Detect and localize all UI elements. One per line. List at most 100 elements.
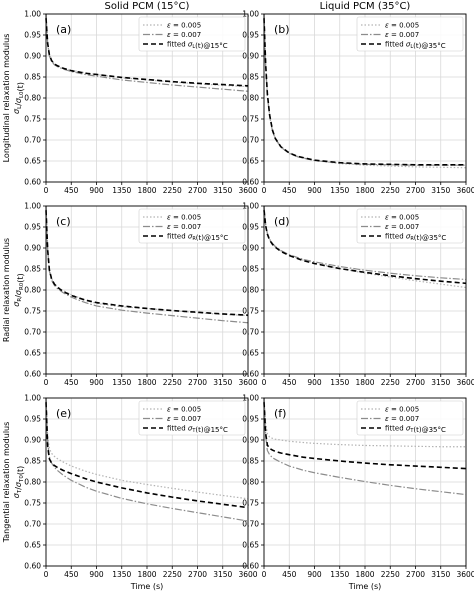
x-tick-label: 2250 — [163, 186, 182, 195]
y-tick-label: 0.95 — [242, 223, 259, 232]
legend-label: ε = 0.007 — [385, 31, 419, 39]
y-tick-label: 1.00 — [24, 394, 41, 403]
x-tick-label: 0 — [262, 570, 267, 579]
y-tick-label: 0.65 — [24, 157, 41, 166]
x-tick-label: 1350 — [330, 570, 349, 579]
legend-label: ε = 0.007 — [385, 415, 419, 423]
y-tick-label: 0.75 — [24, 115, 41, 124]
panel-c: 0 450 900 1350 1800 2250 2700 3150 36000.600.650… — [24, 202, 257, 387]
series-line-eps007 — [45, 205, 249, 324]
legend-box — [138, 16, 246, 52]
y-tick-label: 0.80 — [242, 94, 259, 103]
series-line-fitted — [263, 210, 467, 285]
y-tick-label: 1.00 — [242, 10, 259, 19]
x-tick-label: 450 — [64, 570, 79, 579]
y-tick-label: 0.80 — [24, 478, 41, 487]
panel-d: 0 450 900 1350 1800 2250 2700 3150 3600 0.60 0.65 0… — [242, 202, 474, 387]
x-tick-label: 450 — [282, 570, 297, 579]
legend-box — [138, 208, 246, 244]
series-line-fitted — [45, 210, 249, 316]
y-tick-label: 0.60 — [24, 370, 41, 379]
legend-label: ε = 0.005 — [167, 22, 201, 30]
x-tick-label: 450 — [64, 186, 79, 195]
series-line-eps007 — [45, 397, 249, 522]
legend-label: fitted σT(t)@35°C — [385, 425, 446, 435]
y-tick-label: 0.70 — [242, 136, 259, 145]
x-tick-label: 3600 — [456, 186, 474, 195]
y-tick-label: 0.60 — [24, 178, 41, 187]
y-tick-label: 0.90 — [24, 436, 41, 445]
legend-label: ε = 0.007 — [167, 31, 201, 39]
panel-letter: (c) — [56, 215, 71, 228]
row-ylabel-symbol: σR/σR0(t) — [12, 273, 25, 306]
x-tick-label: 1350 — [112, 186, 131, 195]
y-tick-label: 0.90 — [242, 244, 259, 253]
x-tick-label: 2250 — [381, 378, 400, 387]
panel-letter: (a) — [56, 23, 71, 36]
x-tick-label: 3150 — [213, 570, 232, 579]
x-tick-label: 450 — [282, 378, 297, 387]
panel-letter: (b) — [274, 23, 290, 36]
y-tick-label: 0.75 — [242, 307, 259, 316]
y-tick-label: 0.65 — [242, 157, 259, 166]
series-line-fitted — [45, 18, 249, 87]
column-title: Liquid PCM (35°C) — [320, 1, 411, 12]
y-tick-label: 0.95 — [24, 415, 41, 424]
y-tick-label: 0.70 — [24, 136, 41, 145]
panel-letter: (f) — [274, 407, 286, 420]
legend-label: ε = 0.007 — [167, 223, 201, 231]
x-tick-label: 2700 — [188, 378, 207, 387]
x-tick-label: 2700 — [406, 378, 425, 387]
row-ylabel-symbol: σT/σT0(t) — [12, 466, 25, 498]
x-tick-label: 900 — [307, 570, 322, 579]
y-tick-label: 0.70 — [242, 328, 259, 337]
legend-label: fitted σR(t)@35°C — [385, 233, 446, 243]
x-tick-label: 450 — [64, 378, 79, 387]
y-tick-label: 0.60 — [24, 562, 41, 571]
series-line-fitted — [45, 402, 249, 509]
y-tick-label: 0.85 — [242, 457, 259, 466]
x-tick-label: 1350 — [330, 186, 349, 195]
legend-label: ε = 0.005 — [385, 406, 419, 414]
column-title: Solid PCM (15°C) — [105, 1, 190, 12]
legend-label: ε = 0.005 — [167, 214, 201, 222]
x-tick-label: 450 — [282, 186, 297, 195]
legend-label: ε = 0.005 — [167, 406, 201, 414]
y-tick-label: 0.85 — [242, 73, 259, 82]
legend-box — [356, 16, 464, 52]
series-line-eps005 — [45, 397, 249, 500]
x-tick-label: 0 — [44, 378, 49, 387]
x-axis-label: Time (s) — [348, 582, 382, 591]
panel-letter: (e) — [56, 407, 71, 420]
y-tick-label: 0.80 — [242, 286, 259, 295]
x-tick-label: 1800 — [355, 378, 374, 387]
x-tick-label: 1800 — [137, 378, 156, 387]
legend-label: ε = 0.005 — [385, 214, 419, 222]
legend-label: fitted σT(t)@15°C — [167, 425, 228, 435]
y-tick-label: 0.85 — [24, 265, 41, 274]
x-tick-label: 2250 — [381, 570, 400, 579]
legend-box — [356, 208, 464, 244]
x-tick-label: 0 — [262, 378, 267, 387]
y-tick-label: 0.60 — [242, 370, 259, 379]
y-tick-label: 1.00 — [24, 202, 41, 211]
series-line-eps005 — [263, 397, 466, 448]
series-line-fitted — [263, 402, 467, 470]
x-tick-label: 2700 — [406, 186, 425, 195]
x-tick-label: 1800 — [355, 570, 374, 579]
y-tick-label: 0.65 — [24, 541, 41, 550]
x-tick-label: 2700 — [188, 186, 207, 195]
y-tick-label: 0.80 — [242, 478, 259, 487]
legend-box — [138, 400, 246, 436]
x-tick-label: 3600 — [238, 186, 257, 195]
y-tick-label: 0.60 — [242, 178, 259, 187]
x-tick-label: 1800 — [355, 186, 374, 195]
series-line-eps007 — [263, 397, 467, 496]
panel-a: 0 450 900 1350 1800 2250 2700 3150 36000.600.650… — [24, 10, 257, 195]
y-tick-label: 0.65 — [242, 349, 259, 358]
row-ylabel: Radial relaxation modulus — [2, 238, 11, 342]
y-tick-label: 0.95 — [24, 31, 41, 40]
y-tick-label: 0.90 — [24, 52, 41, 61]
row-ylabel-symbol: σL/σL0(t) — [12, 82, 25, 114]
